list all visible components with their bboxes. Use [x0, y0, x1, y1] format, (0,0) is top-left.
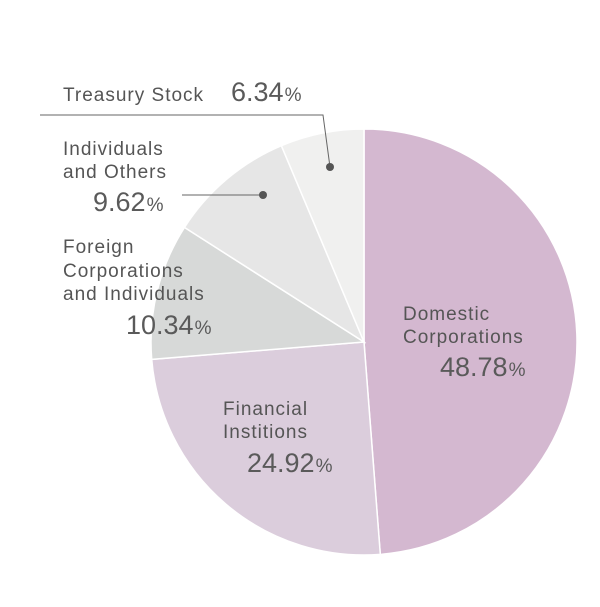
- pie-slice-0: [363, 128, 578, 556]
- leader-line-4: [40, 114, 331, 168]
- slice-label-2-line-1: Corporations: [63, 261, 184, 282]
- slice-label-3-line-1: and Others: [63, 162, 167, 183]
- slice-value-unit-4: %: [285, 85, 302, 106]
- slice-labels: DomesticCorporations48.78%FinancialInsti…: [63, 77, 526, 478]
- slice-value-number-2: 10.34: [126, 310, 194, 340]
- slice-value-unit-1: %: [316, 456, 333, 477]
- slice-value-0: 48.78%: [440, 352, 526, 382]
- slice-label-4-line-0: Treasury Stock: [63, 85, 204, 106]
- pie-slice-2: [150, 226, 367, 361]
- slice-value-unit-3: %: [147, 195, 164, 216]
- slice-label-2-line-0: Foreign: [63, 237, 134, 258]
- leader-dot-4: [326, 163, 334, 171]
- slice-value-number-1: 24.92: [247, 448, 315, 478]
- slice-value-number-4: 6.34: [231, 77, 284, 107]
- slice-value-unit-2: %: [195, 318, 212, 339]
- pie-slice-1: [150, 341, 382, 556]
- slice-label-2-line-2: and Individuals: [63, 284, 205, 305]
- leader-dot-3: [259, 191, 267, 199]
- pie-slice-4: [280, 128, 365, 343]
- pie-slices: [150, 128, 578, 556]
- slice-label-4: Treasury Stock 6.34%: [63, 77, 302, 107]
- leader-lines: [40, 114, 334, 199]
- slice-label-1-line-0: Financial: [223, 399, 308, 420]
- slice-value-4: 6.34%: [231, 77, 302, 107]
- slice-label-3-line-0: Individuals: [63, 139, 164, 160]
- slice-label-0-line-1: Corporations: [403, 327, 524, 348]
- slice-value-number-0: 48.78: [440, 352, 508, 382]
- slice-value-1: 24.92%: [247, 448, 333, 478]
- slice-value-unit-0: %: [509, 360, 526, 381]
- slice-value-number-3: 9.62: [93, 187, 146, 217]
- slice-label-0-line-0: Domestic: [403, 304, 490, 325]
- slice-value-3: 9.62%: [93, 187, 164, 217]
- slice-label-1-line-1: Institions: [223, 422, 308, 443]
- slice-value-2: 10.34%: [126, 310, 212, 340]
